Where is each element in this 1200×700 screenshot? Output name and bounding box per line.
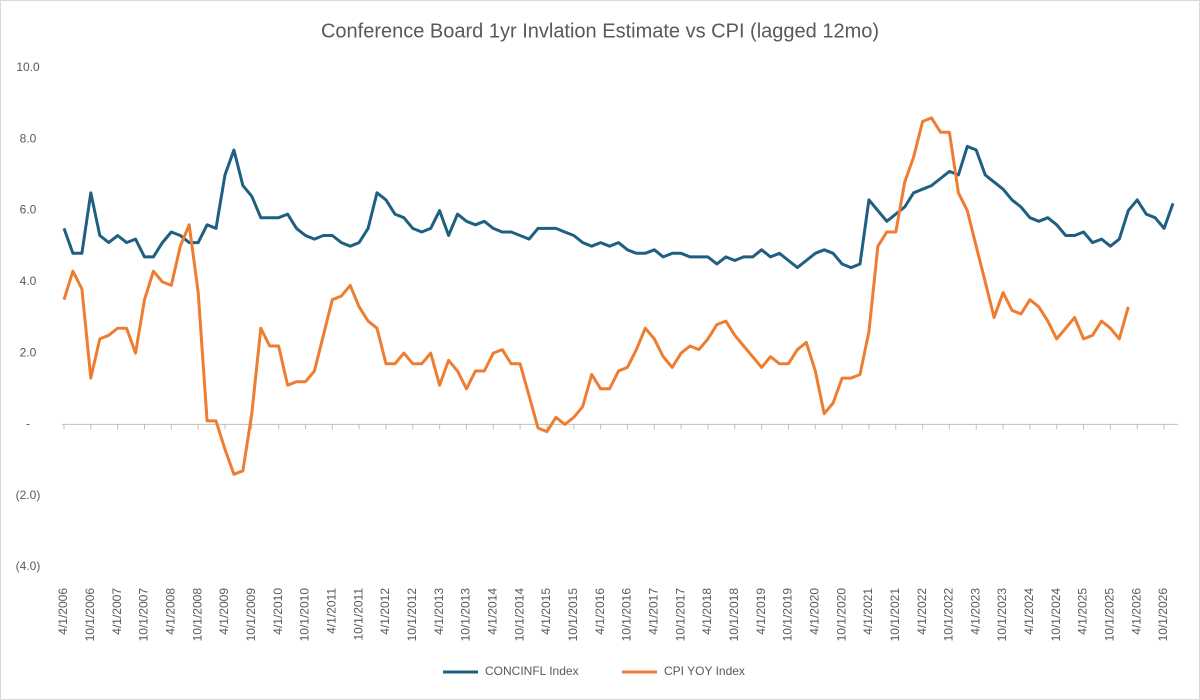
x-tick-label: 10/1/2006 xyxy=(83,588,97,642)
x-tick-label: 10/1/2018 xyxy=(727,588,741,642)
x-tick-label: 10/1/2012 xyxy=(405,588,419,642)
y-tick-label: 8.0 xyxy=(20,131,37,145)
x-tick-label: 10/1/2013 xyxy=(459,588,473,642)
x-tick-label: 10/1/2014 xyxy=(512,588,526,642)
x-tick-label: 10/1/2021 xyxy=(888,588,902,642)
x-tick-label: 4/1/2008 xyxy=(163,588,177,635)
x-tick-label: 4/1/2024 xyxy=(1022,588,1036,635)
x-tick-label: 4/1/2017 xyxy=(646,588,660,635)
x-tick-label: 10/1/2022 xyxy=(942,588,956,642)
x-tick-label: 10/1/2011 xyxy=(351,588,365,641)
series-line xyxy=(62,116,1130,476)
y-tick-label: 10.0 xyxy=(16,60,40,74)
y-tick-label: 6.0 xyxy=(20,203,37,217)
x-tick-label: 10/1/2015 xyxy=(566,588,580,642)
x-tick-label: 10/1/2023 xyxy=(995,588,1009,642)
y-tick-label: (4.0) xyxy=(16,559,41,573)
legend-label: CONCINFL Index xyxy=(485,664,579,678)
x-tick-label: 4/1/2006 xyxy=(56,588,70,635)
x-tick-label: 4/1/2009 xyxy=(217,588,231,635)
x-tick-label: 10/1/2016 xyxy=(620,588,634,642)
x-tick-label: 10/1/2010 xyxy=(298,588,312,642)
x-tick-label: 4/1/2020 xyxy=(807,588,821,635)
chart-title: Conference Board 1yr Invlation Estimate … xyxy=(321,20,879,42)
x-tick-label: 4/1/2014 xyxy=(485,588,499,635)
y-tick-label: 2.0 xyxy=(20,345,37,359)
x-tick-label: 4/1/2016 xyxy=(593,588,607,635)
x-tick-label: 4/1/2025 xyxy=(1076,588,1090,635)
x-tick-label: 4/1/2013 xyxy=(432,588,446,635)
x-tick-label: 10/1/2024 xyxy=(1049,588,1063,642)
x-tick-label: 10/1/2017 xyxy=(673,588,687,642)
x-tick-label: 4/1/2021 xyxy=(861,588,875,635)
x-tick-label: 4/1/2011 xyxy=(324,588,338,634)
x-tick-label: 10/1/2019 xyxy=(781,588,795,642)
x-tick-label: 10/1/2009 xyxy=(244,588,258,642)
legend-label: CPI YOY Index xyxy=(664,664,745,678)
x-tick-label: 4/1/2007 xyxy=(110,588,124,635)
x-tick-label: 10/1/2008 xyxy=(190,588,204,642)
x-tick-label: 4/1/2026 xyxy=(1129,588,1143,635)
x-tick-label: 10/1/2007 xyxy=(137,588,151,642)
y-tick-label: - xyxy=(26,417,30,431)
x-tick-label: 4/1/2018 xyxy=(700,588,714,635)
x-tick-label: 10/1/2025 xyxy=(1103,588,1117,642)
x-tick-label: 4/1/2012 xyxy=(378,588,392,635)
y-tick-label: 4.0 xyxy=(20,274,37,288)
x-tick-label: 4/1/2010 xyxy=(271,588,285,635)
x-tick-label: 4/1/2023 xyxy=(968,588,982,635)
y-tick-label: (2.0) xyxy=(16,488,41,502)
x-tick-label: 4/1/2019 xyxy=(754,588,768,635)
series-line xyxy=(62,144,1175,270)
x-tick-label: 4/1/2015 xyxy=(539,588,553,635)
x-tick-label: 4/1/2022 xyxy=(915,588,929,635)
x-tick-label: 10/1/2020 xyxy=(834,588,848,642)
x-tick-label: 10/1/2026 xyxy=(1156,588,1170,642)
